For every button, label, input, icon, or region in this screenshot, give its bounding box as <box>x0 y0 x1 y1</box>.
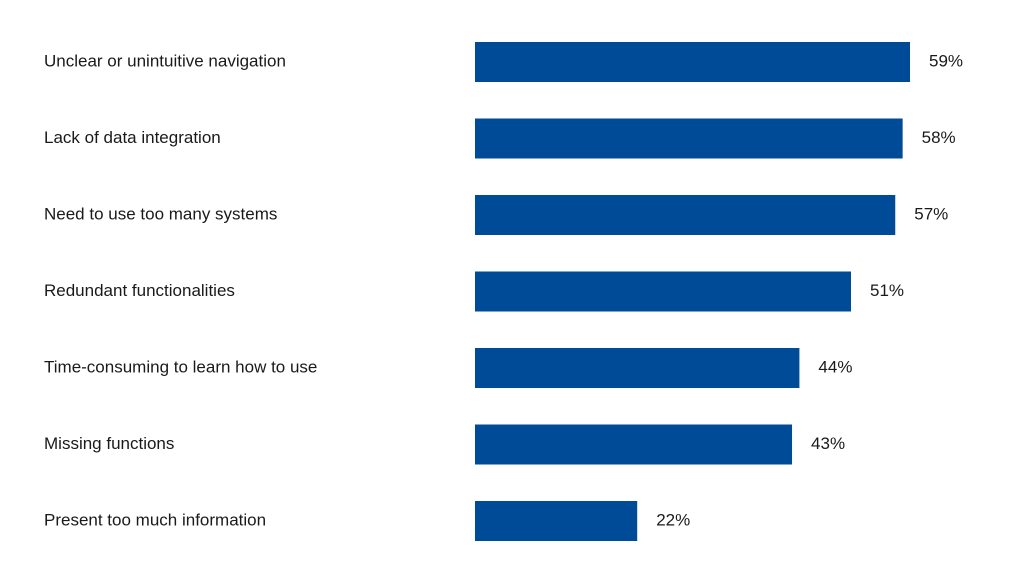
value-label: 22% <box>656 510 690 529</box>
bar <box>475 501 638 541</box>
category-label: Redundant functionalities <box>44 281 235 300</box>
bar <box>475 271 852 312</box>
value-label: 44% <box>818 357 852 376</box>
bar <box>475 42 910 82</box>
value-label: 57% <box>914 204 948 223</box>
value-label: 43% <box>811 434 845 453</box>
category-label: Time-consuming to learn how to use <box>44 357 317 376</box>
value-label: 58% <box>922 128 956 147</box>
category-label: Missing functions <box>44 434 174 453</box>
value-label: 59% <box>929 51 963 70</box>
bar <box>475 118 903 159</box>
value-label: 51% <box>870 281 904 300</box>
category-label: Need to use too many systems <box>44 204 277 223</box>
category-label: Present too much information <box>44 510 266 529</box>
bar <box>475 424 793 465</box>
category-label: Lack of data integration <box>44 128 221 147</box>
bar <box>475 348 800 388</box>
category-label: Unclear or unintuitive navigation <box>44 51 286 70</box>
bar <box>475 195 896 235</box>
